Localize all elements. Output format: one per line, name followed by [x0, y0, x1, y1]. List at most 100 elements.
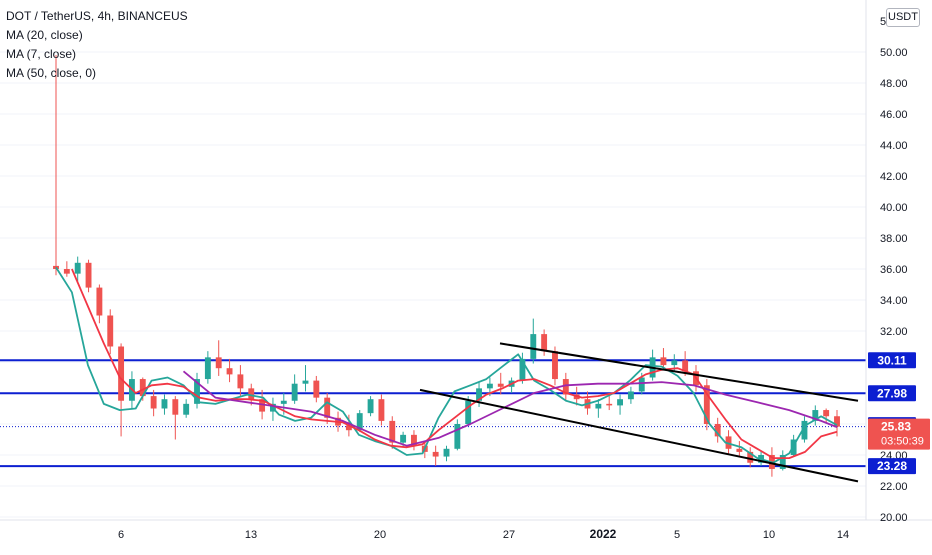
y-tick-label: 46.00 [880, 109, 908, 121]
x-tick-label: 13 [245, 529, 257, 541]
candle-body [432, 451, 439, 457]
grid [0, 51, 866, 518]
y-tick-label: 20.00 [880, 512, 908, 524]
x-tick-label: 2022 [590, 527, 617, 541]
legend-ma7[interactable]: MA (7, close) [6, 47, 77, 61]
candle-body [747, 451, 754, 463]
candle-body [183, 403, 190, 415]
y-tick-label: 32.00 [880, 326, 908, 338]
level-label: 27.98 [877, 386, 907, 400]
level-label: 30.11 [877, 353, 907, 367]
candle-body [107, 315, 114, 347]
x-tick-label: 20 [374, 529, 386, 541]
candle-body [606, 403, 613, 406]
y-tick-label: 22.00 [880, 481, 908, 493]
trendline-lower [419, 388, 859, 483]
candle-body [562, 379, 569, 395]
time-axis[interactable]: 6 13 20 27 2022 5 10 14 [118, 527, 849, 541]
candle-body [703, 385, 710, 424]
candle-body [356, 413, 363, 431]
level-label-bg [868, 385, 916, 402]
candle-body [96, 287, 103, 316]
candle-body [497, 383, 504, 387]
candle-body [237, 374, 244, 389]
countdown-label: 03:50:39 [881, 436, 924, 448]
candle-body [595, 403, 602, 409]
candle-body [118, 346, 125, 401]
chart-legend: DOT / TetherUS, 4h, BINANCEUS MA (20, cl… [6, 7, 188, 83]
y-tick-label: 48.00 [880, 78, 908, 90]
candle-body [194, 379, 200, 404]
y-tick-label: 36.00 [880, 264, 908, 276]
candle-body [139, 379, 146, 397]
y-tick-label-partial: 5 [880, 16, 886, 28]
candle-body [812, 410, 819, 421]
candle-body [779, 455, 786, 469]
legend-symbol[interactable]: DOT / TetherUS, 4h, BINANCEUS [6, 9, 188, 23]
candle-body [530, 334, 537, 359]
candle-body [367, 399, 374, 414]
candle-body [617, 399, 623, 406]
candle-body [714, 424, 721, 437]
y-tick-label: 42.00 [880, 171, 908, 183]
candle-body [215, 357, 222, 369]
candle-body [660, 357, 667, 366]
ma50-line [182, 370, 838, 447]
level-label: 23.28 [877, 459, 907, 473]
candle-body [74, 262, 81, 274]
candle-body [172, 399, 179, 415]
y-tick-label: 34.00 [880, 295, 908, 307]
x-tick-label: 10 [763, 529, 775, 541]
candle-body [627, 391, 634, 400]
level-label-bg [868, 352, 916, 369]
candle-body [378, 399, 385, 421]
candle-body [671, 360, 678, 366]
y-tick-label: 38.00 [880, 233, 908, 245]
candle-body [638, 377, 645, 392]
candle-body [443, 448, 450, 457]
currency-button[interactable]: USDT [886, 8, 920, 27]
candle-body [400, 434, 407, 443]
y-tick-label: 40.00 [880, 202, 908, 214]
candle-body [226, 368, 233, 375]
candle-body [204, 357, 211, 380]
candle-body [411, 434, 417, 446]
current-price-bg [868, 418, 930, 450]
candle-body [85, 262, 92, 288]
ma20-line [71, 268, 838, 459]
x-tick-label: 6 [118, 529, 124, 541]
x-tick-label: 14 [837, 529, 849, 541]
candle-body [161, 399, 168, 409]
candle-body [345, 425, 352, 431]
candle-body [682, 360, 689, 372]
candle-body [823, 410, 830, 417]
trendlines [419, 342, 859, 483]
candle-body [280, 400, 287, 404]
legend-ma50[interactable]: MA (50, close, 0) [6, 66, 97, 80]
candle-body [834, 416, 840, 427]
candle-body [291, 383, 298, 401]
candle-body [324, 397, 331, 418]
current-price-label: 25.83 [881, 420, 911, 434]
candle-body [150, 396, 157, 409]
candle-body [248, 388, 255, 400]
candle-body [519, 358, 526, 381]
moving-averages [55, 266, 838, 464]
x-tick-label: 27 [503, 529, 515, 541]
candle-body [465, 400, 472, 424]
candle-body [313, 380, 320, 398]
candle-body [801, 420, 808, 440]
candle-body [486, 383, 493, 389]
candle-body [63, 269, 70, 274]
y-tick-label: 50.00 [880, 47, 908, 59]
candle-body [389, 420, 396, 443]
candle-body [454, 424, 461, 449]
level-label-bg [868, 458, 916, 475]
candle-body [476, 388, 482, 401]
trendline-upper [499, 342, 859, 402]
legend-ma20[interactable]: MA (20, close) [6, 28, 83, 42]
candle-body [541, 334, 548, 352]
